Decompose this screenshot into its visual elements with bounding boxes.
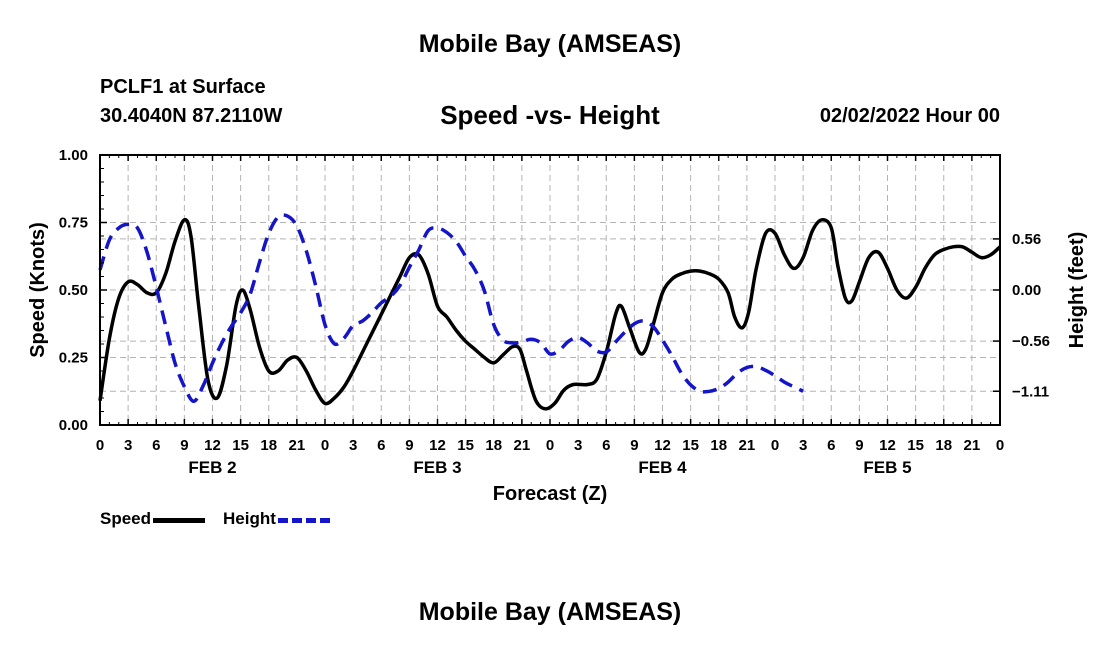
x-tick-label: 18: [710, 437, 727, 454]
station-label: PCLF1 at Surface: [100, 76, 266, 98]
x-tick-label: 15: [907, 437, 924, 454]
y-left-tick-label: 0.25: [59, 350, 88, 367]
x-tick-label: 21: [289, 437, 306, 454]
series-line-speed: [98, 217, 1002, 411]
day-label: FEB 5: [863, 458, 911, 477]
x-tick-label: 12: [654, 437, 671, 454]
x-tick-label: 18: [935, 437, 952, 454]
y-right-tick-label: −1.11: [1012, 383, 1049, 400]
y-axis-right-label: Height (feet): [1066, 232, 1088, 349]
x-tick-label: 0: [96, 437, 104, 454]
coordinates-label: 30.4040N 87.2110W: [100, 105, 283, 127]
y-left-tick-label: 0.50: [59, 282, 88, 299]
legend-speed-label: Speed: [100, 509, 152, 528]
footer-title: Mobile Bay (AMSEAS): [418, 598, 682, 626]
day-label: FEB 3: [413, 458, 461, 477]
chart-title: Mobile Bay (AMSEAS): [418, 30, 682, 58]
x-tick-label: 0: [771, 437, 779, 454]
x-tick-label: 0: [996, 437, 1004, 454]
series-layer: [98, 213, 1002, 411]
y-right-tick-label: 0.00: [1012, 282, 1041, 299]
legend: Speed Height: [100, 509, 330, 529]
y-left-tick-label: 1.00: [59, 147, 88, 164]
x-tick-label: 6: [827, 437, 835, 454]
x-tick-label: 15: [682, 437, 699, 454]
grid: [100, 155, 1000, 425]
x-tick-label: 12: [204, 437, 221, 454]
x-axis-label: Forecast (Z): [493, 483, 607, 505]
x-tick-label: 6: [602, 437, 610, 454]
day-label: FEB 2: [188, 458, 236, 477]
x-tick-label: 18: [485, 437, 502, 454]
x-tick-label: 12: [429, 437, 446, 454]
x-tick-label: 3: [349, 437, 357, 454]
x-tick-label: 0: [546, 437, 554, 454]
x-tick-label: 6: [152, 437, 160, 454]
series-line-height: [98, 213, 804, 404]
x-tick-label: 3: [574, 437, 582, 454]
legend-speed-swatch: [153, 518, 206, 523]
y-left-tick-label: 0.75: [59, 215, 88, 232]
forecast-datetime: 02/02/2022 Hour 00: [819, 105, 1000, 127]
x-tick-label: 15: [457, 437, 474, 454]
x-tick-label: 21: [739, 437, 756, 454]
y-right-tick-label: 0.56: [1012, 231, 1041, 248]
legend-height-swatch: [277, 518, 330, 523]
x-tick-label: 9: [630, 437, 638, 454]
x-tick-label: 0: [321, 437, 329, 454]
x-tick-label: 3: [799, 437, 807, 454]
legend-height-label: Height: [223, 509, 276, 528]
axes: 0 3 6 9 12 15 18 21 0 3 6 9 12 15 18 21 0 3 6 9 12 15 18 21 0 3 6 9…: [59, 147, 1050, 477]
x-tick-label: 21: [964, 437, 981, 454]
y-left-tick-label: 0.00: [59, 417, 88, 434]
x-tick-label: 9: [855, 437, 863, 454]
x-tick-label: 9: [180, 437, 188, 454]
x-tick-label: 15: [232, 437, 249, 454]
x-tick-label: 18: [260, 437, 277, 454]
x-tick-label: 12: [879, 437, 896, 454]
day-label: FEB 4: [638, 458, 687, 477]
y-right-tick-label: −0.56: [1012, 333, 1050, 350]
x-tick-label: 21: [514, 437, 531, 454]
x-tick-label: 9: [405, 437, 413, 454]
y-axis-left-label: Speed (Knots): [27, 222, 49, 358]
x-tick-label: 3: [124, 437, 132, 454]
x-tick-label: 6: [377, 437, 385, 454]
chart-subtitle: Speed -vs- Height: [440, 100, 660, 130]
